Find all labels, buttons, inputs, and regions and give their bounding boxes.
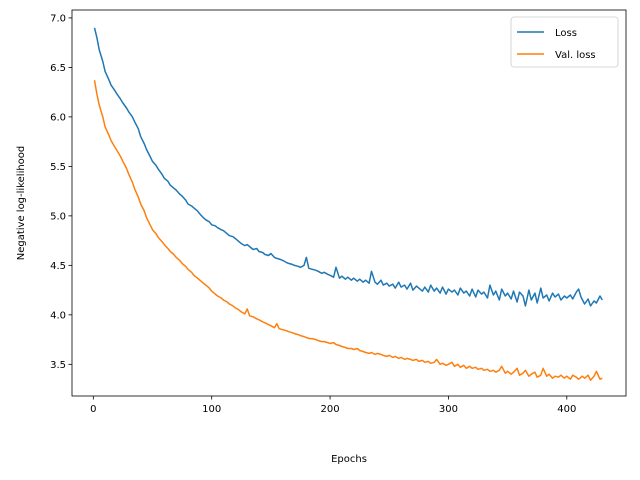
ticks: 0 100 200 300 400 3.5 4.0 4.5 5.0 5.5 6.0 6.5 7.0 — [50, 13, 576, 415]
series-line-loss — [93, 27, 603, 307]
x-axis-label: Epochs — [331, 454, 367, 465]
series-line-val-loss — [93, 80, 603, 381]
y-tick-label: 3.5 — [50, 360, 66, 371]
x-tick-label: 0 — [90, 404, 96, 415]
axes — [71, 9, 627, 397]
plot-lines — [93, 27, 603, 381]
y-tick-label: 4.0 — [50, 310, 66, 321]
legend-label: Val. loss — [555, 50, 596, 61]
x-tick-label: 100 — [202, 404, 221, 415]
legend: Loss Val. loss — [510, 16, 619, 68]
x-tick-label: 400 — [557, 404, 576, 415]
y-tick-label: 7.0 — [50, 13, 66, 24]
plot-frame — [71, 9, 627, 397]
legend-label: Loss — [555, 28, 577, 39]
y-tick-label: 5.5 — [50, 162, 66, 173]
y-axis-label: Negative log-likelihood — [16, 146, 27, 261]
x-tick-label: 300 — [439, 404, 458, 415]
x-tick-label: 200 — [321, 404, 340, 415]
y-tick-label: 6.0 — [50, 112, 66, 123]
y-tick-label: 5.0 — [50, 211, 66, 222]
y-tick-label: 4.5 — [50, 261, 66, 272]
y-tick-label: 6.5 — [50, 63, 66, 74]
